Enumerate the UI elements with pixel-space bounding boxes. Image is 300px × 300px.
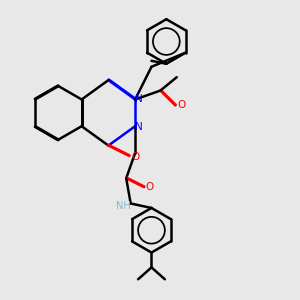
Text: O: O xyxy=(131,152,139,162)
Text: O: O xyxy=(177,100,185,110)
Text: N: N xyxy=(135,94,142,104)
Text: N: N xyxy=(135,122,142,132)
Text: O: O xyxy=(146,182,154,192)
Text: NH: NH xyxy=(116,202,130,212)
